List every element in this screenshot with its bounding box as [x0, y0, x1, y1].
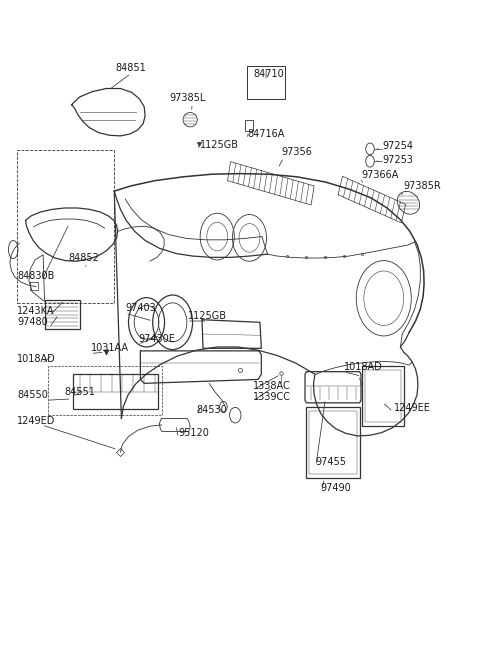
Text: 97385L: 97385L [169, 94, 206, 103]
Text: 97430E: 97430E [138, 335, 175, 345]
Text: 97254: 97254 [383, 141, 413, 151]
Text: 97403: 97403 [125, 303, 156, 313]
Bar [306, 407, 360, 478]
Text: 97490: 97490 [321, 483, 351, 493]
Text: 1338AC: 1338AC [253, 381, 291, 391]
Text: 84830B: 84830B [17, 271, 54, 281]
Text: 1125GB: 1125GB [188, 311, 227, 321]
Text: 1249ED: 1249ED [17, 416, 55, 426]
Text: 97356: 97356 [282, 147, 312, 157]
Text: 1249EE: 1249EE [394, 403, 431, 413]
Text: 97455: 97455 [315, 457, 346, 467]
Text: 95120: 95120 [179, 428, 209, 438]
Bar [365, 370, 401, 422]
Text: 84852: 84852 [68, 253, 99, 263]
Text: 97385R: 97385R [404, 181, 442, 191]
Text: 84550: 84550 [17, 390, 48, 400]
Text: 84551: 84551 [64, 387, 96, 397]
Bar [309, 411, 357, 474]
Text: 97253: 97253 [383, 155, 413, 165]
Text: 1339CC: 1339CC [253, 392, 291, 402]
Text: 1018AD: 1018AD [344, 362, 383, 371]
Bar [73, 373, 158, 409]
Text: 1243KA: 1243KA [17, 306, 55, 316]
Bar [245, 120, 253, 132]
Text: 1125GB: 1125GB [200, 140, 239, 150]
Bar [17, 150, 114, 303]
Text: 84716A: 84716A [247, 129, 285, 139]
Text: 1018AD: 1018AD [17, 354, 56, 364]
Text: 97366A: 97366A [361, 170, 398, 180]
Text: 84530: 84530 [196, 405, 227, 415]
Bar [48, 366, 162, 415]
Bar [247, 66, 285, 99]
Text: 84710: 84710 [253, 69, 284, 79]
Text: 84851: 84851 [116, 63, 146, 73]
Bar [362, 366, 404, 426]
Text: 97480: 97480 [17, 318, 48, 328]
Text: 1031AA: 1031AA [91, 343, 129, 354]
